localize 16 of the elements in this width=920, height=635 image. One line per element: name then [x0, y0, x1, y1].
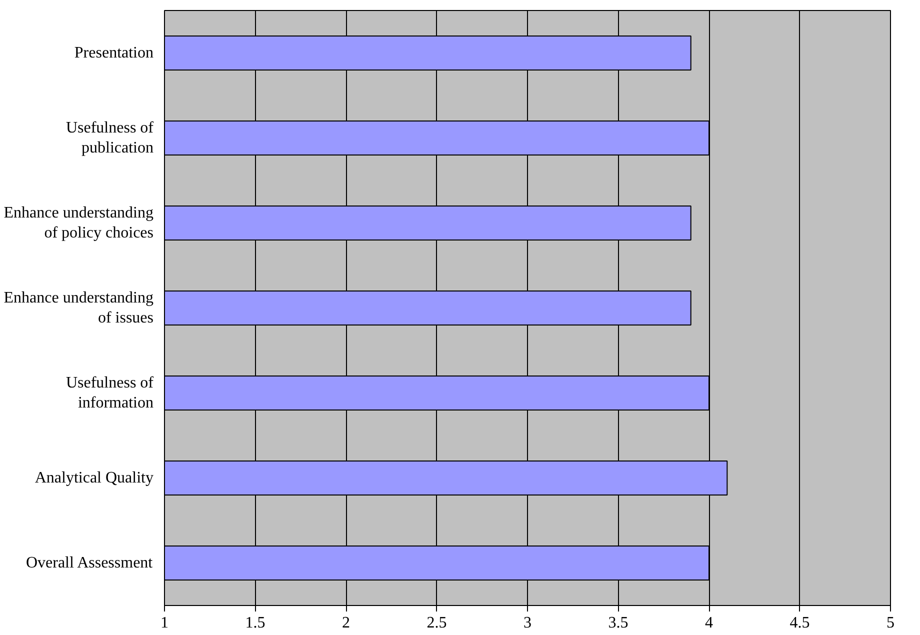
y-tick-label: Analytical Quality	[34, 470, 154, 486]
y-tick-label: Presentation	[74, 44, 154, 62]
x-tick-label: 1	[160, 614, 168, 632]
x-tick-label: 3	[524, 614, 532, 632]
x-tick-label: 2.5	[426, 614, 447, 632]
y-tick-label: Enhance understanding of issues	[4, 289, 154, 327]
x-tick-label: 2	[342, 614, 350, 632]
x-tick-label: 5	[886, 614, 894, 632]
y-tick-label: Overall Assessment	[26, 554, 154, 572]
y-tick-label: Enhance understanding of policy choices	[4, 204, 154, 242]
x-tick-label: 4	[705, 614, 713, 632]
x-tick-label: 4.5	[790, 614, 810, 632]
x-tick-label: 1.5	[245, 614, 266, 632]
y-tick-label: Usefulness of publication	[66, 119, 154, 157]
x-tick-label: 3.5	[608, 614, 628, 632]
y-tick-label: Usefulness of information	[66, 374, 154, 412]
